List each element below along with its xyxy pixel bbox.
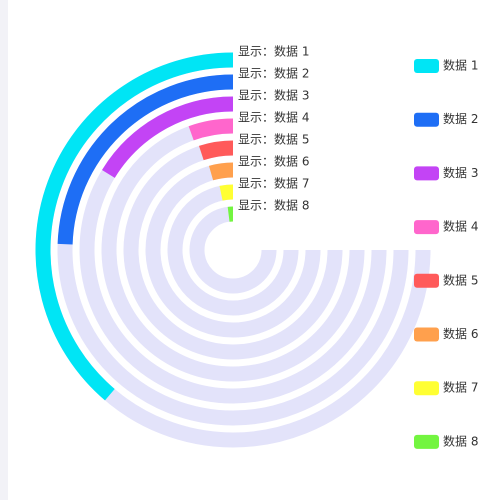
legend-label: 数据 5 [443, 272, 478, 287]
legend-swatch [414, 59, 439, 73]
legend-swatch [414, 220, 439, 234]
side-strip [0, 0, 8, 500]
legend-swatch [414, 381, 439, 395]
legend-label: 数据 3 [443, 165, 478, 180]
ring-label: 显示：数据 6 [238, 154, 309, 169]
legend-swatch [414, 274, 439, 288]
ring-label: 显示：数据 8 [238, 198, 309, 213]
legend-label: 数据 2 [443, 111, 478, 126]
ring-label: 显示：数据 3 [238, 88, 309, 103]
legend-swatch [414, 435, 439, 449]
legend-label: 数据 1 [443, 58, 478, 73]
legend-label: 数据 4 [443, 219, 478, 234]
ring-label: 显示：数据 4 [238, 110, 309, 125]
legend-swatch [414, 166, 439, 180]
bar [191, 126, 233, 133]
ring-label: 显示：数据 5 [238, 132, 309, 147]
legend-label: 数据 8 [443, 433, 478, 448]
ring-label: 显示：数据 2 [238, 66, 309, 81]
legend-label: 数据 6 [443, 326, 478, 341]
ring-label: 显示：数据 1 [238, 44, 309, 59]
legend-swatch [414, 113, 439, 127]
bar [221, 192, 233, 193]
legend-swatch [414, 328, 439, 342]
track [197, 214, 269, 286]
bar [201, 148, 233, 153]
ring-label: 显示：数据 7 [238, 176, 309, 191]
bar [211, 170, 233, 173]
legend-label: 数据 7 [443, 380, 478, 395]
